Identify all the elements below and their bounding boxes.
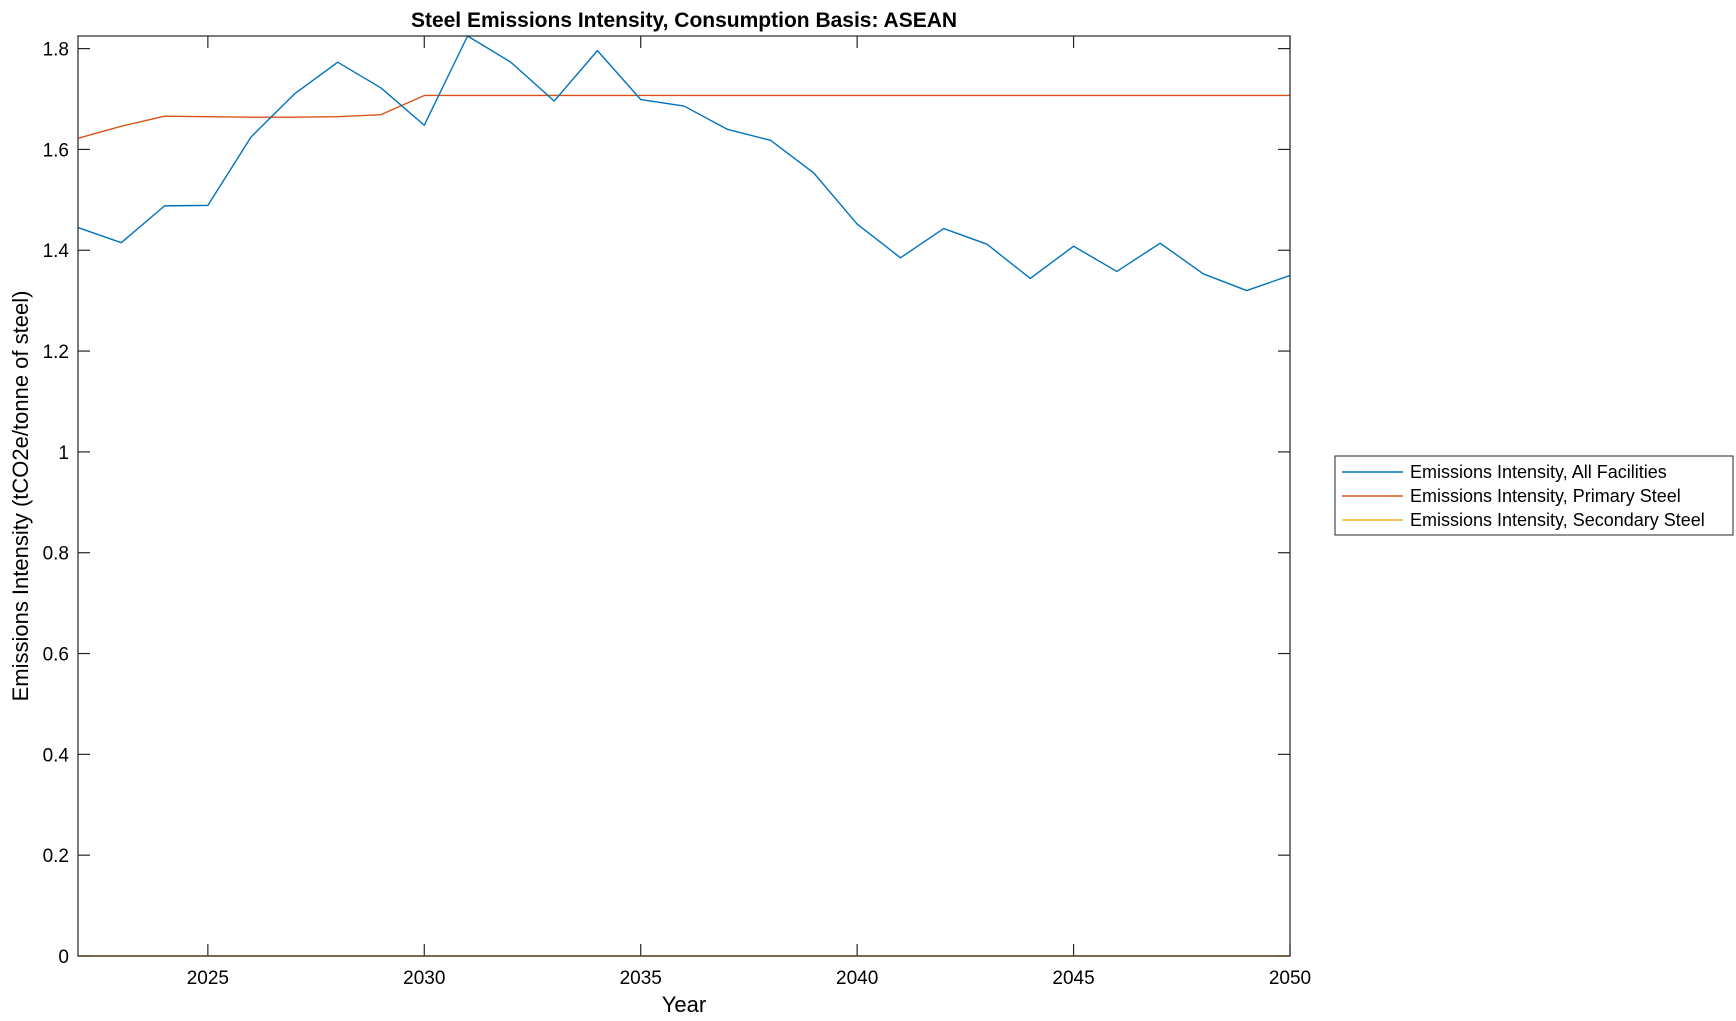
y-tick-label: 0.4 [43,745,70,766]
chart-title: Steel Emissions Intensity, Consumption B… [411,9,957,32]
y-tick-label: 1.6 [43,140,69,161]
legend-label-1: Emissions Intensity, Primary Steel [1410,486,1681,506]
x-tick-label: 2025 [187,968,229,989]
y-tick-label: 0.2 [43,846,69,867]
series-layer [77,35,1291,957]
y-tick-label: 0.6 [43,645,69,666]
legend-label-0: Emissions Intensity, All Facilities [1410,462,1667,482]
x-tick-label: 2030 [403,968,445,989]
y-tick-label: 0 [58,947,69,968]
series-line-1 [77,94,1290,140]
y-tick-label: 1.8 [43,40,69,61]
legend-label-2: Emissions Intensity, Secondary Steel [1410,510,1705,530]
x-tick-label: 2035 [620,968,662,989]
x-tick-label: 2040 [836,968,878,989]
plot-frame [77,35,1291,957]
series-line-0 [77,35,1291,292]
x-tick-label: 2045 [1052,968,1094,989]
legend: Emissions Intensity, All Facilities Emiss… [1334,455,1734,536]
y-tick-label: 1.4 [43,241,70,262]
ticks-layer: 0 0.2 0.4 0.6 0.8 1 1.2 1.4 1.6 1.8 2025 2030 2035 20… [43,36,1311,989]
x-tick-label: 2050 [1269,968,1311,989]
x-axis-label: Year [662,992,706,1017]
y-tick-label: 1.2 [43,342,69,363]
y-tick-label: 0.8 [43,544,69,565]
y-axis-label: Emissions Intensity (tCO2e/tonne of stee… [8,291,33,702]
y-tick-label: 1 [58,443,69,464]
